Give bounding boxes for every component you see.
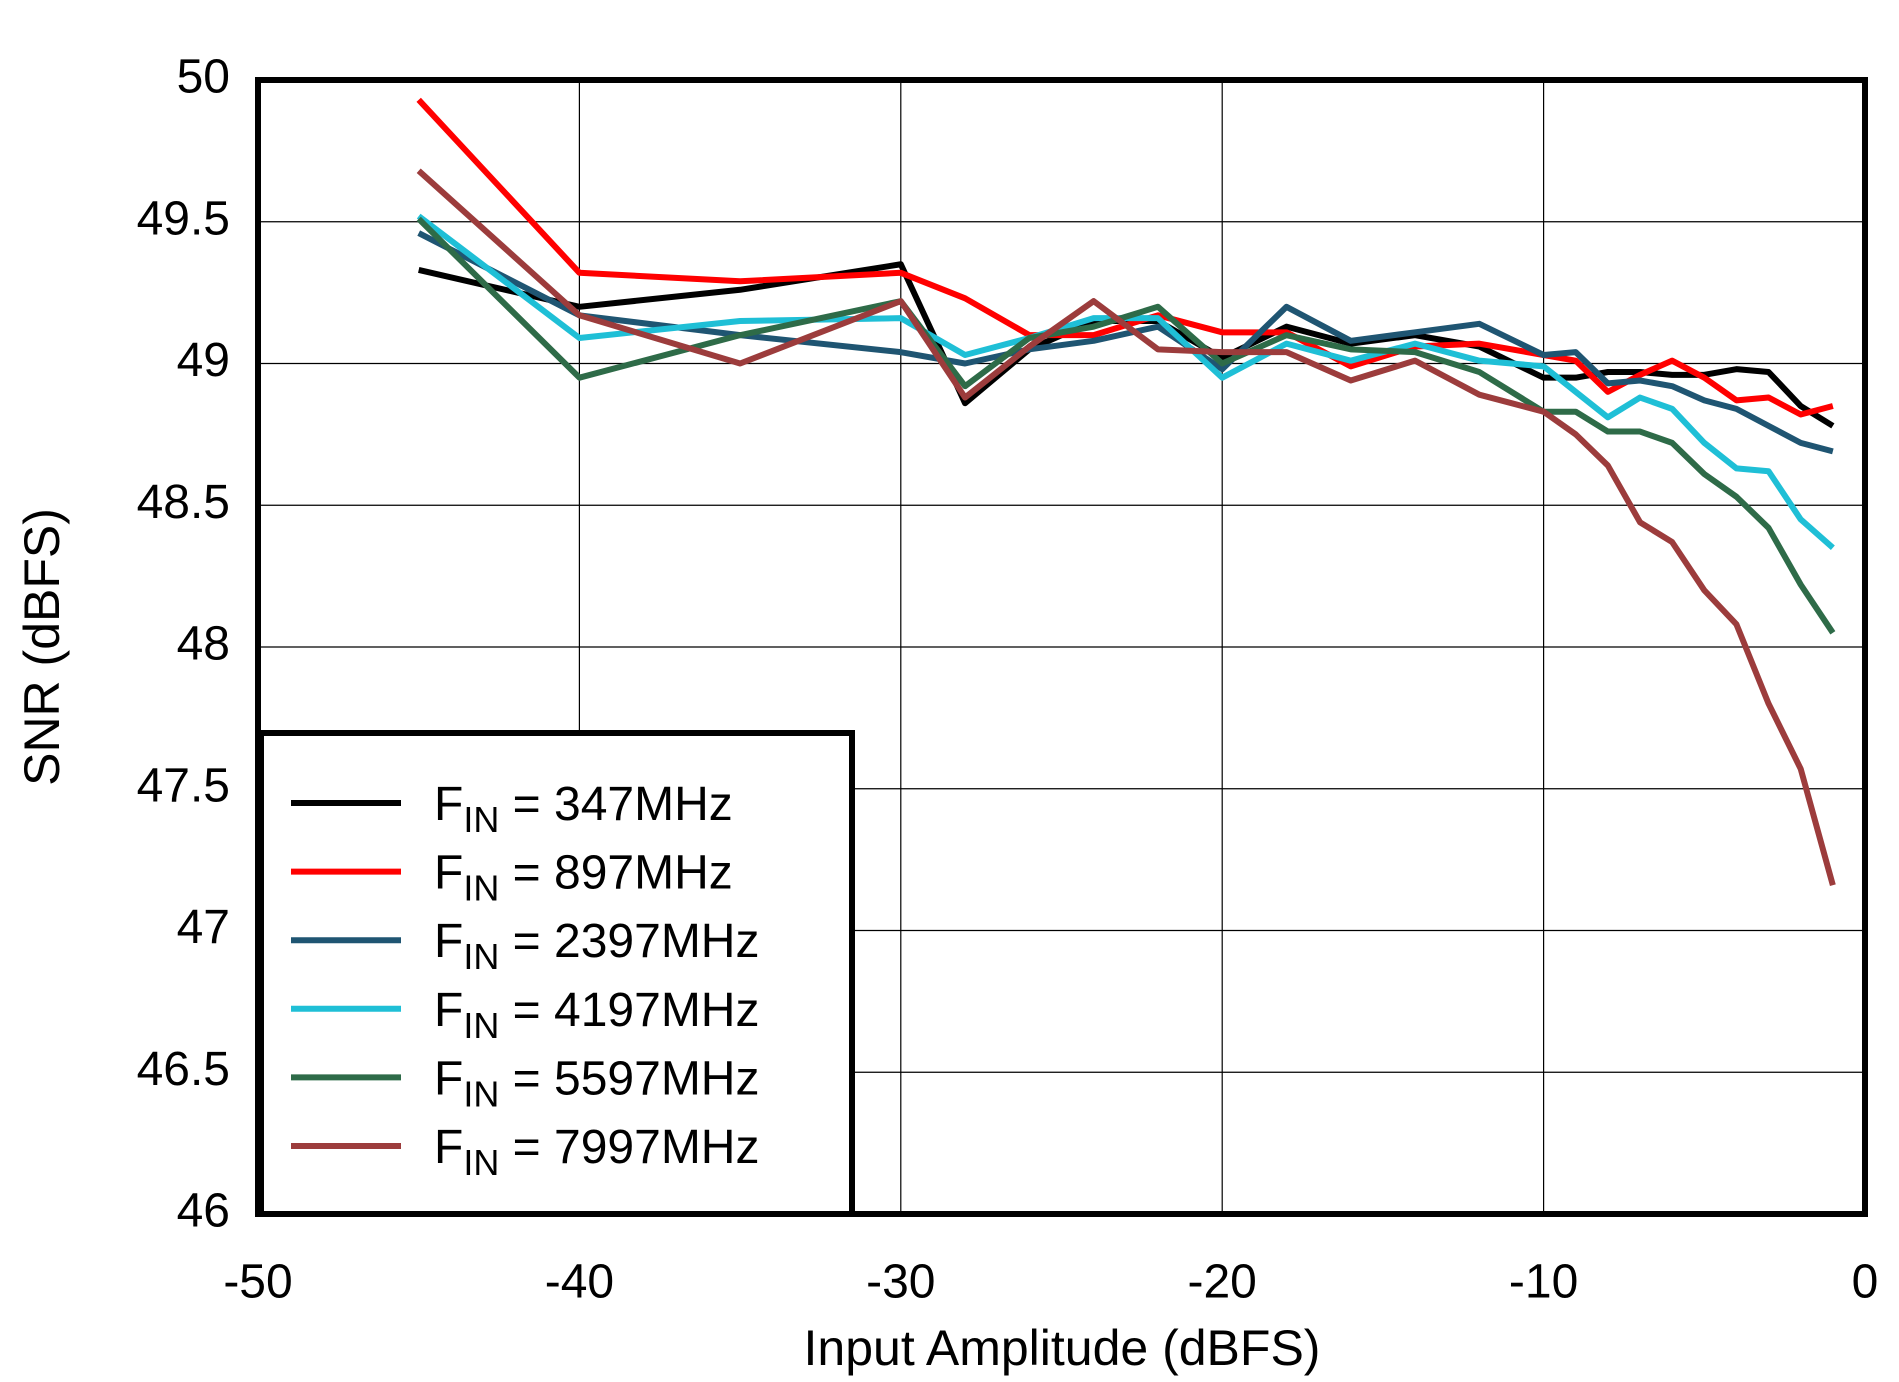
y-tick-label: 49.5 <box>137 192 230 245</box>
series-line <box>416 97 1834 418</box>
x-tick-label: -40 <box>545 1256 614 1309</box>
series-line <box>416 213 1835 551</box>
series-line <box>417 230 1834 455</box>
series-line <box>416 168 1836 886</box>
y-tick-label: 50 <box>177 51 230 104</box>
legend-label: FIN = 5597MHz <box>434 1052 759 1114</box>
legend-label: FIN = 4197MHz <box>434 984 759 1046</box>
x-tick-label: -20 <box>1188 1256 1257 1309</box>
x-tick-label: -10 <box>1509 1256 1578 1309</box>
plot-border <box>255 77 1868 1217</box>
x-tick-label: -50 <box>223 1256 292 1309</box>
series-line <box>416 216 1836 635</box>
y-axis-label: SNR (dBFS) <box>14 508 70 786</box>
y-tick-label: 47 <box>177 901 230 954</box>
y-tick-label: 46.5 <box>137 1043 230 1096</box>
legend-label: FIN = 897MHz <box>434 847 733 909</box>
x-tick-label: -30 <box>866 1256 935 1309</box>
legend-label: FIN = 7997MHz <box>434 1121 759 1183</box>
series-line <box>418 261 1835 429</box>
y-tick-label: 49 <box>177 334 230 387</box>
x-tick-label: 0 <box>1852 1256 1879 1309</box>
y-tick-label: 48 <box>177 618 230 671</box>
y-tick-label: 46 <box>177 1185 230 1238</box>
y-tick-label: 47.5 <box>137 759 230 812</box>
y-tick-label: 48.5 <box>137 476 230 529</box>
legend-label: FIN = 347MHz <box>434 778 733 840</box>
legend-box <box>258 730 855 1217</box>
x-axis-label: Input Amplitude (dBFS) <box>804 1320 1321 1376</box>
legend-label: FIN = 2397MHz <box>434 915 759 977</box>
